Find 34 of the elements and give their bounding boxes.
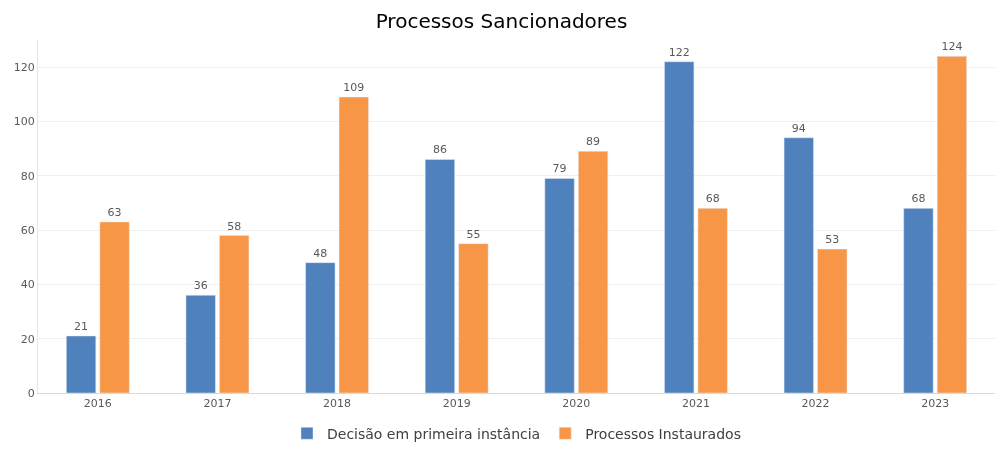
y-tick-label: 100 xyxy=(13,115,35,129)
x-tick-label: 2021 xyxy=(681,397,710,411)
legend-label: Decisão em primeira instância xyxy=(327,425,541,442)
data-label: 63 xyxy=(107,205,122,219)
legend-label: Processos Instaurados xyxy=(585,425,741,442)
data-label: 68 xyxy=(911,192,926,206)
x-tick-label: 2017 xyxy=(203,397,232,411)
data-label: 122 xyxy=(668,45,690,59)
x-tick-label: 2022 xyxy=(801,397,830,411)
data-label: 79 xyxy=(552,162,567,176)
data-label: 94 xyxy=(791,121,806,135)
data-label: 48 xyxy=(313,246,328,260)
y-tick-label: 20 xyxy=(20,332,35,346)
data-label: 36 xyxy=(193,279,208,293)
y-tick-label: 60 xyxy=(20,223,35,237)
data-label: 89 xyxy=(586,135,601,149)
x-tick-label: 2016 xyxy=(83,397,112,411)
x-tick-label: 2020 xyxy=(562,397,591,411)
data-label: 58 xyxy=(227,219,242,233)
y-tick-label: 40 xyxy=(20,278,35,292)
data-label: 21 xyxy=(74,319,89,333)
data-label: 55 xyxy=(466,227,481,241)
chart-title: Processos Sancionadores xyxy=(375,8,628,33)
data-label: 68 xyxy=(705,192,720,206)
y-tick-label: 80 xyxy=(20,169,35,183)
data-label: 53 xyxy=(825,233,840,247)
data-label: 124 xyxy=(941,40,963,54)
y-tick-label: 0 xyxy=(27,386,35,400)
x-tick-label: 2019 xyxy=(442,397,471,411)
x-tick-label: 2018 xyxy=(323,397,352,411)
x-tick-label: 2023 xyxy=(921,397,950,411)
data-label: 109 xyxy=(343,81,365,95)
y-tick-label: 120 xyxy=(13,61,35,74)
data-label: 86 xyxy=(432,143,447,157)
